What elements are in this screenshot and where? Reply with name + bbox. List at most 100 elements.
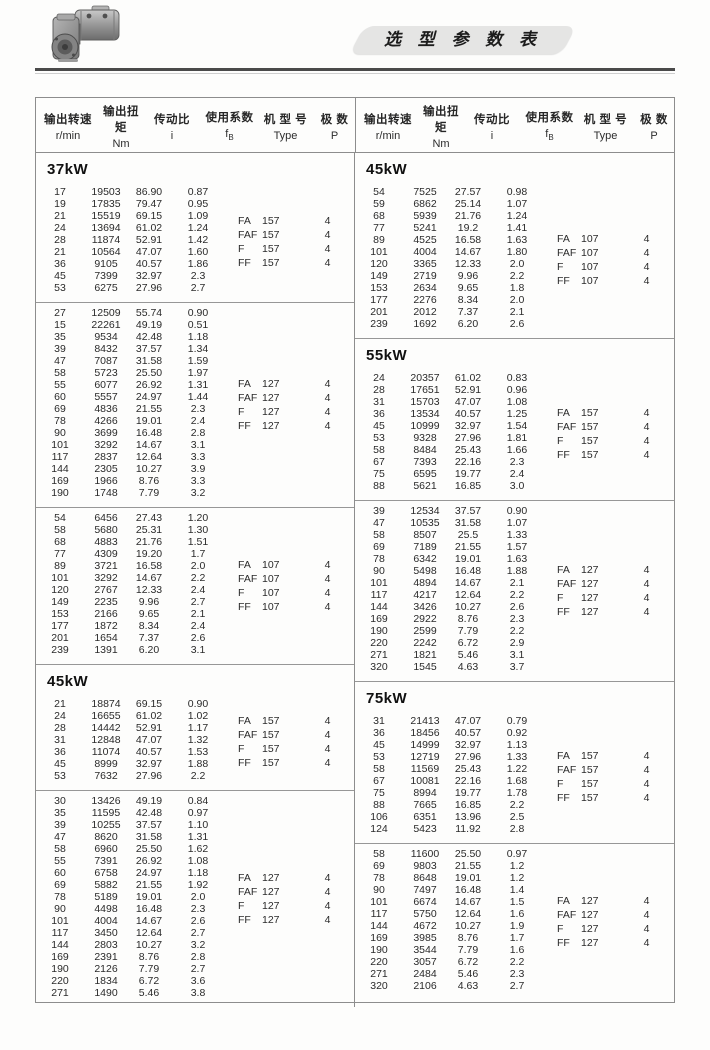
header-cn: 机 型 号: [583, 113, 628, 126]
table-row: 31 21413 47.07 0.79: [355, 715, 674, 727]
output-torque-cell: 14999: [410, 739, 440, 751]
ratio-cell: 47.07: [135, 246, 163, 258]
service-factor-cell: 0.84: [187, 795, 209, 807]
output-speed-cell: 220: [370, 637, 388, 649]
poles-value: 4: [324, 601, 331, 613]
output-speed-cell: 58: [373, 529, 385, 541]
output-speed-cell: 67: [373, 775, 385, 787]
table-row: 35 11595 42.48 0.97: [36, 807, 354, 819]
output-torque-cell: 3699: [94, 427, 118, 439]
model-type: FAF 127: [545, 908, 623, 922]
poles-value: 4: [643, 592, 650, 604]
header-output-speed: 输出转速 r/min: [356, 111, 420, 142]
model-prefix: F: [238, 587, 245, 599]
service-factor-cell: 0.90: [187, 307, 209, 319]
table-row: 60 5557 24.97 1.44: [36, 391, 354, 403]
output-torque-cell: 13426: [91, 795, 121, 807]
output-torque-cell: 7525: [413, 186, 437, 198]
gearmotor-photo: [51, 5, 120, 62]
poles-value: 4: [324, 587, 331, 599]
service-factor-cell: 1.34: [187, 343, 209, 355]
table-row: 220 1834 6.72 3.6: [36, 975, 354, 987]
table-row: 47 7087 31.58 1.59: [36, 355, 354, 367]
title-badge: 选 型 参 数 表: [349, 26, 577, 54]
output-torque-cell: 2106: [413, 980, 437, 992]
type-list: FA 107 4 FAF 107 4 F 107 4 FF 107 4: [226, 558, 354, 614]
data-block: 39 12534 37.57 0.90 47 10535 31.58 1.07 58 8507 25…: [355, 501, 674, 681]
table-row: 58 5680 25.31 1.30: [36, 524, 354, 536]
service-factor-cell: 3.1: [190, 439, 206, 451]
poles-value: 4: [643, 909, 650, 921]
model-prefix: FAF: [238, 229, 258, 241]
output-speed-cell: 36: [373, 727, 385, 739]
row-list: 21 18874 69.15 0.90 24 16655 61.02 1.02 28 14442 5…: [36, 698, 354, 782]
ratio-cell: 14.67: [454, 577, 482, 589]
table-row: 144 4672 10.27 1.9: [355, 920, 674, 932]
data-block: 27 12509 55.74 0.90 15 22261 49.19 0.51 35 9534 42…: [36, 303, 354, 507]
model-size: 107: [262, 559, 280, 571]
table-row: 53 7632 27.96 2.2: [36, 770, 354, 782]
output-torque-cell: 1872: [94, 620, 118, 632]
table-row: 101 3292 14.67 3.1: [36, 439, 354, 451]
poles-value: 4: [324, 900, 331, 912]
output-torque-cell: 7665: [413, 799, 437, 811]
service-factor-cell: 1.97: [187, 367, 209, 379]
output-speed-cell: 15: [54, 319, 66, 331]
service-factor-cell: 1.60: [187, 246, 209, 258]
poles-value: 4: [324, 215, 331, 227]
ratio-cell: 25.50: [135, 843, 163, 855]
output-torque-cell: 12534: [410, 505, 440, 517]
output-speed-cell: 69: [54, 403, 66, 415]
service-factor-cell: 1.63: [506, 553, 528, 565]
table-row: 101 4004 14.67 2.6: [36, 915, 354, 927]
ratio-cell: 69.15: [135, 698, 163, 710]
ratio-cell: 9.65: [138, 608, 160, 620]
output-speed-cell: 117: [51, 927, 69, 939]
service-factor-cell: 3.7: [509, 661, 525, 673]
ratio-cell: 8.76: [138, 475, 160, 487]
header-service-factor: 使用系数 fB: [522, 109, 577, 142]
service-factor-cell: 3.1: [509, 649, 525, 661]
section-title: 55kW: [366, 347, 408, 364]
output-speed-cell: 101: [51, 915, 69, 927]
model-prefix: F: [238, 406, 245, 418]
output-speed-cell: 90: [373, 884, 385, 896]
ratio-cell: 9.96: [457, 270, 479, 282]
header-service-factor: 使用系数 fB: [202, 109, 257, 142]
model-type: F 127: [545, 922, 623, 936]
output-speed-cell: 239: [51, 644, 69, 656]
ratio-cell: 16.48: [454, 565, 482, 577]
service-factor-cell: 2.5: [509, 811, 525, 823]
service-factor-cell: 2.1: [190, 608, 206, 620]
table-row: 54 7525 27.57 0.98: [355, 186, 674, 198]
poles-value: 4: [643, 261, 650, 273]
service-factor-cell: 1.57: [506, 541, 528, 553]
type-row: F 157 4: [226, 742, 354, 756]
model-size: 127: [262, 914, 280, 926]
output-torque-cell: 6077: [94, 379, 118, 391]
output-torque-cell: 1834: [94, 975, 118, 987]
table-row: 58 8484 25.43 1.66: [355, 444, 674, 456]
model-prefix: FA: [557, 750, 570, 762]
service-factor-cell: 1.88: [187, 758, 209, 770]
model-type: FF 157: [226, 256, 304, 270]
header-cn: 极 数: [640, 113, 668, 126]
output-speed-cell: 149: [51, 596, 69, 608]
service-factor-cell: 1.62: [187, 843, 209, 855]
table-row: 35 9534 42.48 1.18: [36, 331, 354, 343]
row-list: 27 12509 55.74 0.90 15 22261 49.19 0.51 35 9534 42…: [36, 307, 354, 499]
table-row: 88 7665 16.85 2.2: [355, 799, 674, 811]
table-header-left: 输出转速 r/min 输出扭矩 Nm 传动比 i 使用系数 fB 机 型 号: [36, 98, 355, 152]
table-row: 54 6456 27.43 1.20: [36, 512, 354, 524]
poles-value: 4: [324, 559, 331, 571]
model-type: F 157: [226, 742, 304, 756]
table-column-right: 45kW 54 7525 27.57 0.98 59 6862 25.14 1.07 68 5939…: [354, 153, 674, 1007]
page-masthead: 选 型 参 数 表: [35, 0, 675, 74]
output-speed-cell: 39: [373, 505, 385, 517]
output-speed-cell: 47: [54, 355, 66, 367]
table-row: 90 4498 16.48 2.3: [36, 903, 354, 915]
poles-value: 4: [643, 923, 650, 935]
output-torque-cell: 7087: [94, 355, 118, 367]
header-unit: Type: [273, 129, 298, 142]
output-speed-cell: 53: [54, 282, 66, 294]
